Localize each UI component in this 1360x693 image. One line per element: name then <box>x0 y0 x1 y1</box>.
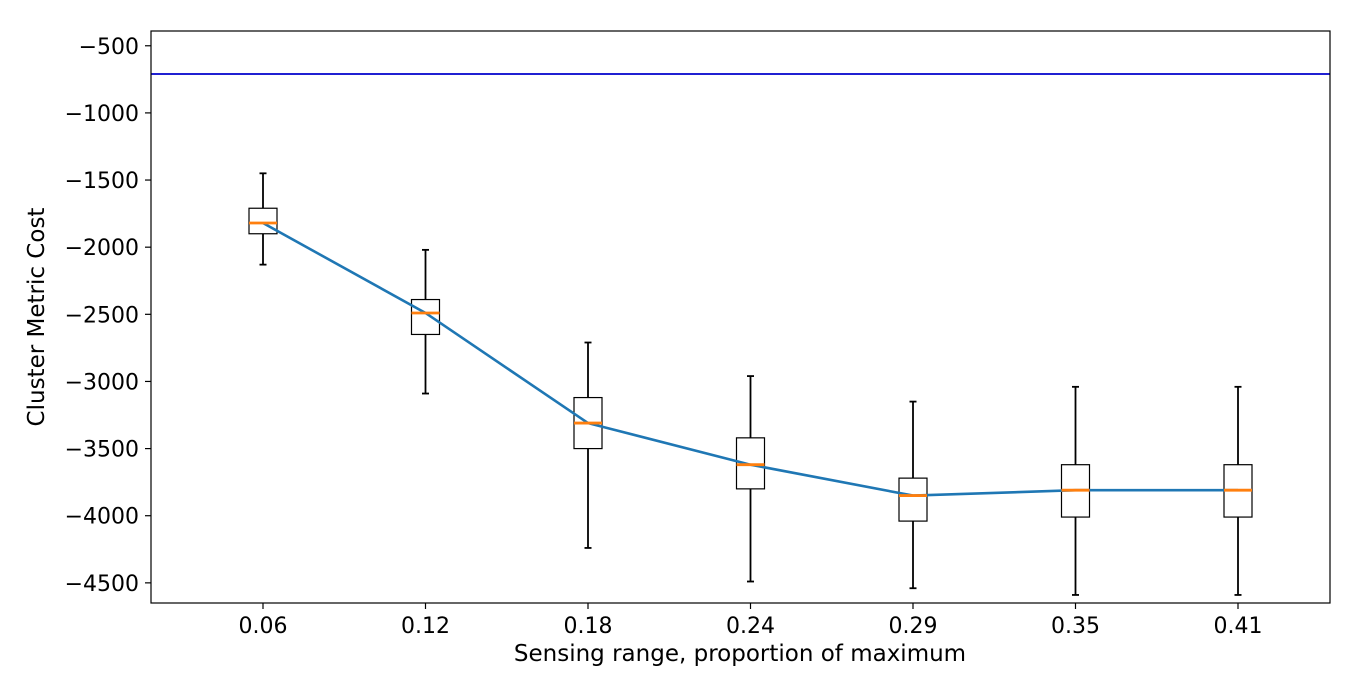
x-tick-label: 0.24 <box>726 614 775 639</box>
iqr-box <box>248 207 278 235</box>
y-tick-label: −3000 <box>65 370 139 395</box>
y-tick-label: −3500 <box>65 438 139 463</box>
x-tick-label: 0.06 <box>239 614 288 639</box>
iqr-box <box>410 298 441 336</box>
axes-frame <box>150 30 1331 604</box>
y-axis: −500 −1000 −1500 −2000 −2500 −3000 −3500 −4000 −… <box>65 35 151 597</box>
y-tick-label: −2000 <box>65 236 139 261</box>
x-tick-label: 0.12 <box>401 614 450 639</box>
x-axis-label: Sensing range, proportion of maximum <box>514 641 966 667</box>
x-tick-label: 0.41 <box>1214 614 1263 639</box>
y-tick-label: −1500 <box>65 169 139 194</box>
box-0.24 <box>735 375 766 583</box>
box-0.06 <box>248 172 278 266</box>
y-tick-label: −1000 <box>65 102 139 127</box>
y-axis-label: Cluster Metric Cost <box>24 208 50 427</box>
x-tick-label: 0.29 <box>889 614 938 639</box>
iqr-box <box>898 477 928 522</box>
box-0.12 <box>410 248 441 395</box>
y-tick-label: −2500 <box>65 303 139 328</box>
y-tick-label: −500 <box>79 35 139 60</box>
x-tick-label: 0.18 <box>564 614 613 639</box>
box-0.18 <box>573 341 603 549</box>
plot-area <box>151 73 1330 596</box>
y-tick-label: −4500 <box>65 572 139 597</box>
y-tick-label: −4000 <box>65 505 139 530</box>
box-0.29 <box>898 400 928 590</box>
x-tick-label: 0.35 <box>1051 614 1100 639</box>
x-axis: 0.06 0.12 0.18 0.24 0.29 0.35 0.41 <box>239 603 1263 639</box>
